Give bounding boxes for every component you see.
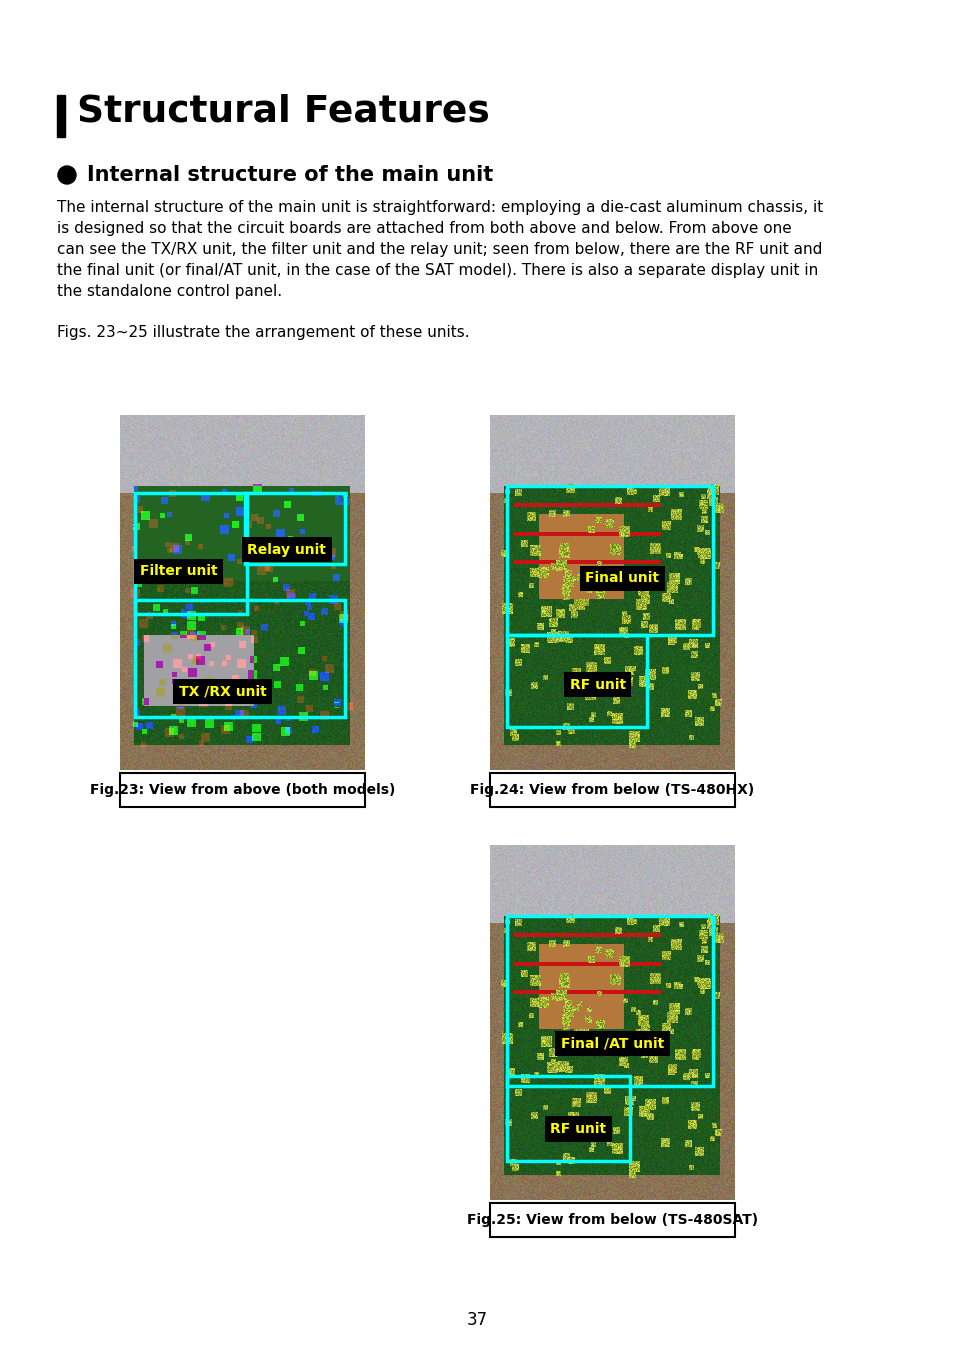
Bar [490, 773, 734, 807]
Bar [507, 1075, 629, 1161]
Text: the standalone control panel.: the standalone control panel. [57, 284, 282, 299]
Text: is designed so that the circuit boards are attached from both above and below. F: is designed so that the circuit boards a… [57, 222, 791, 236]
Text: Internal structure of the main unit: Internal structure of the main unit [87, 165, 493, 185]
Bar [507, 635, 646, 727]
Bar [245, 493, 345, 565]
Text: Final /AT unit: Final /AT unit [560, 1036, 663, 1051]
Bar [507, 486, 712, 635]
Text: Figs. 23~25 illustrate the arrangement of these units.: Figs. 23~25 illustrate the arrangement o… [57, 326, 469, 340]
Text: Fig.23: View from above (both models): Fig.23: View from above (both models) [90, 784, 395, 797]
Text: Filter unit: Filter unit [140, 565, 217, 578]
Text: Final unit: Final unit [585, 571, 659, 585]
Text: The internal structure of the main unit is straightforward: employing a die-cast: The internal structure of the main unit … [57, 200, 822, 215]
Text: Fig.24: View from below (TS-480HX): Fig.24: View from below (TS-480HX) [470, 784, 754, 797]
Text: Relay unit: Relay unit [247, 543, 326, 557]
Text: Fig.25: View from below (TS-480SAT): Fig.25: View from below (TS-480SAT) [466, 1213, 758, 1227]
Text: Structural Features: Structural Features [77, 95, 489, 130]
Bar [134, 493, 247, 613]
Text: TX /RX unit: TX /RX unit [179, 685, 267, 698]
Bar [507, 916, 712, 1086]
Text: the final unit (or final/AT unit, in the case of the SAT model). There is also a: the final unit (or final/AT unit, in the… [57, 263, 818, 278]
Text: 37: 37 [466, 1310, 487, 1329]
Bar [57, 95, 65, 136]
Bar [134, 600, 345, 717]
Bar [120, 773, 365, 807]
Bar [490, 1202, 734, 1238]
Text: can see the TX/RX unit, the filter unit and the relay unit; seen from below, the: can see the TX/RX unit, the filter unit … [57, 242, 821, 257]
Text: RF unit: RF unit [550, 1121, 605, 1136]
Text: RF unit: RF unit [569, 678, 625, 692]
Circle shape [58, 166, 76, 184]
